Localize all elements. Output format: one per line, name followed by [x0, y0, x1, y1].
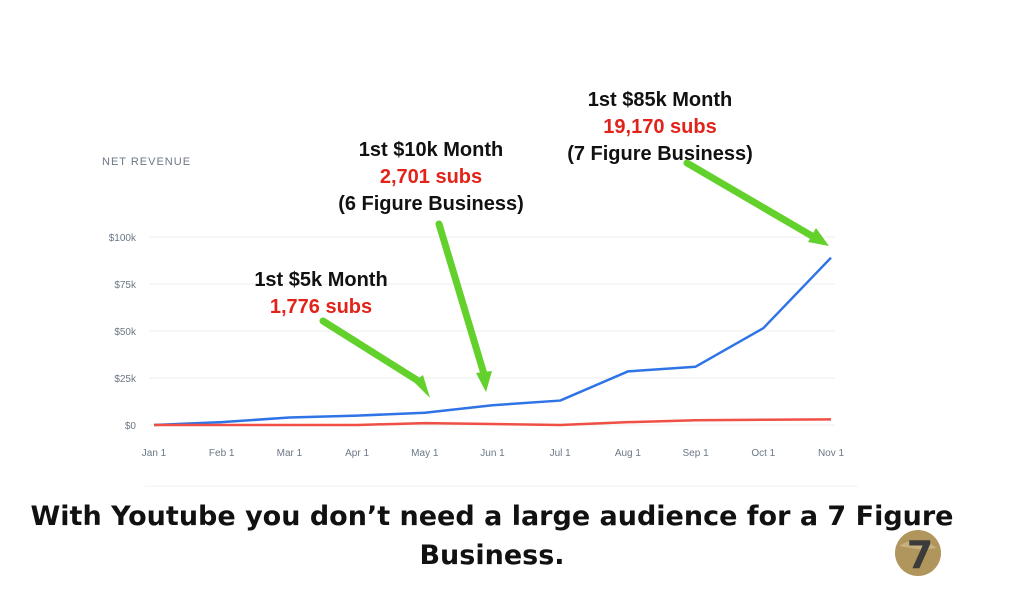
x-tick-label: Aug 1 — [615, 448, 642, 459]
arrow-shaft-2 — [435, 220, 488, 378]
chart-title: NET REVENUE — [102, 156, 192, 168]
annotation-85k: 1st $85k Month 19,170 subs (7 Figure Bus… — [555, 87, 765, 168]
arrow-head-2 — [476, 371, 492, 392]
x-tick-label: May 1 — [411, 448, 439, 459]
x-tick-label: Jan 1 — [142, 448, 167, 459]
x-tick-label: Feb 1 — [209, 448, 235, 459]
arrow-head-3 — [808, 228, 829, 246]
annotation-5k-subs: 1,776 subs — [269, 296, 373, 318]
series-lines — [153, 256, 832, 427]
annotation-85k-title: 1st $85k Month — [587, 89, 733, 111]
annotation-5k: 1st $5k Month 1,776 subs — [236, 267, 406, 321]
logo-circle — [895, 530, 941, 576]
x-tick-label: Nov 1 — [818, 448, 845, 459]
y-tick-label: $25k — [114, 374, 137, 385]
series-line-2 — [154, 418, 832, 427]
y-tick-label: $0 — [125, 421, 137, 432]
gridlines — [150, 236, 835, 426]
caption: With Youtube you don’t need a large audi… — [30, 501, 954, 571]
y-axis-ticks: $0 $25k $50k $75k $100k — [109, 233, 137, 432]
logo-highlight — [899, 540, 937, 550]
x-tick-label: Jun 1 — [480, 448, 505, 459]
arrow-shaft-1 — [319, 317, 424, 386]
x-tick-label: Sep 1 — [683, 448, 710, 459]
annotation-arrows — [319, 159, 829, 398]
annotation-10k-subs: 2,701 subs — [379, 166, 483, 188]
series-line-1 — [153, 256, 832, 427]
annotation-10k: 1st $10k Month 2,701 subs (6 Figure Busi… — [326, 137, 536, 218]
y-tick-label: $100k — [109, 233, 137, 244]
annotation-85k-subs: 19,170 subs — [603, 116, 717, 138]
x-tick-label: Oct 1 — [751, 448, 775, 459]
annotation-85k-note: (7 Figure Business) — [567, 143, 753, 165]
x-tick-label: Apr 1 — [345, 448, 369, 459]
logo-seven: 7 — [907, 533, 933, 577]
arrow-shaft-3 — [683, 159, 816, 240]
annotation-10k-note: (6 Figure Business) — [338, 193, 524, 215]
y-tick-label: $50k — [114, 327, 137, 338]
annotation-5k-title: 1st $5k Month — [254, 269, 388, 291]
annotation-10k-title: 1st $10k Month — [358, 139, 504, 161]
x-axis-ticks: Jan 1 Feb 1 Mar 1 Apr 1 May 1 Jun 1 Jul 1 Aug 1… — [142, 448, 845, 459]
x-tick-label: Jul 1 — [550, 448, 572, 459]
x-tick-label: Mar 1 — [277, 448, 303, 459]
y-tick-label: $75k — [114, 280, 137, 291]
seven-logo: 7 — [895, 530, 941, 577]
